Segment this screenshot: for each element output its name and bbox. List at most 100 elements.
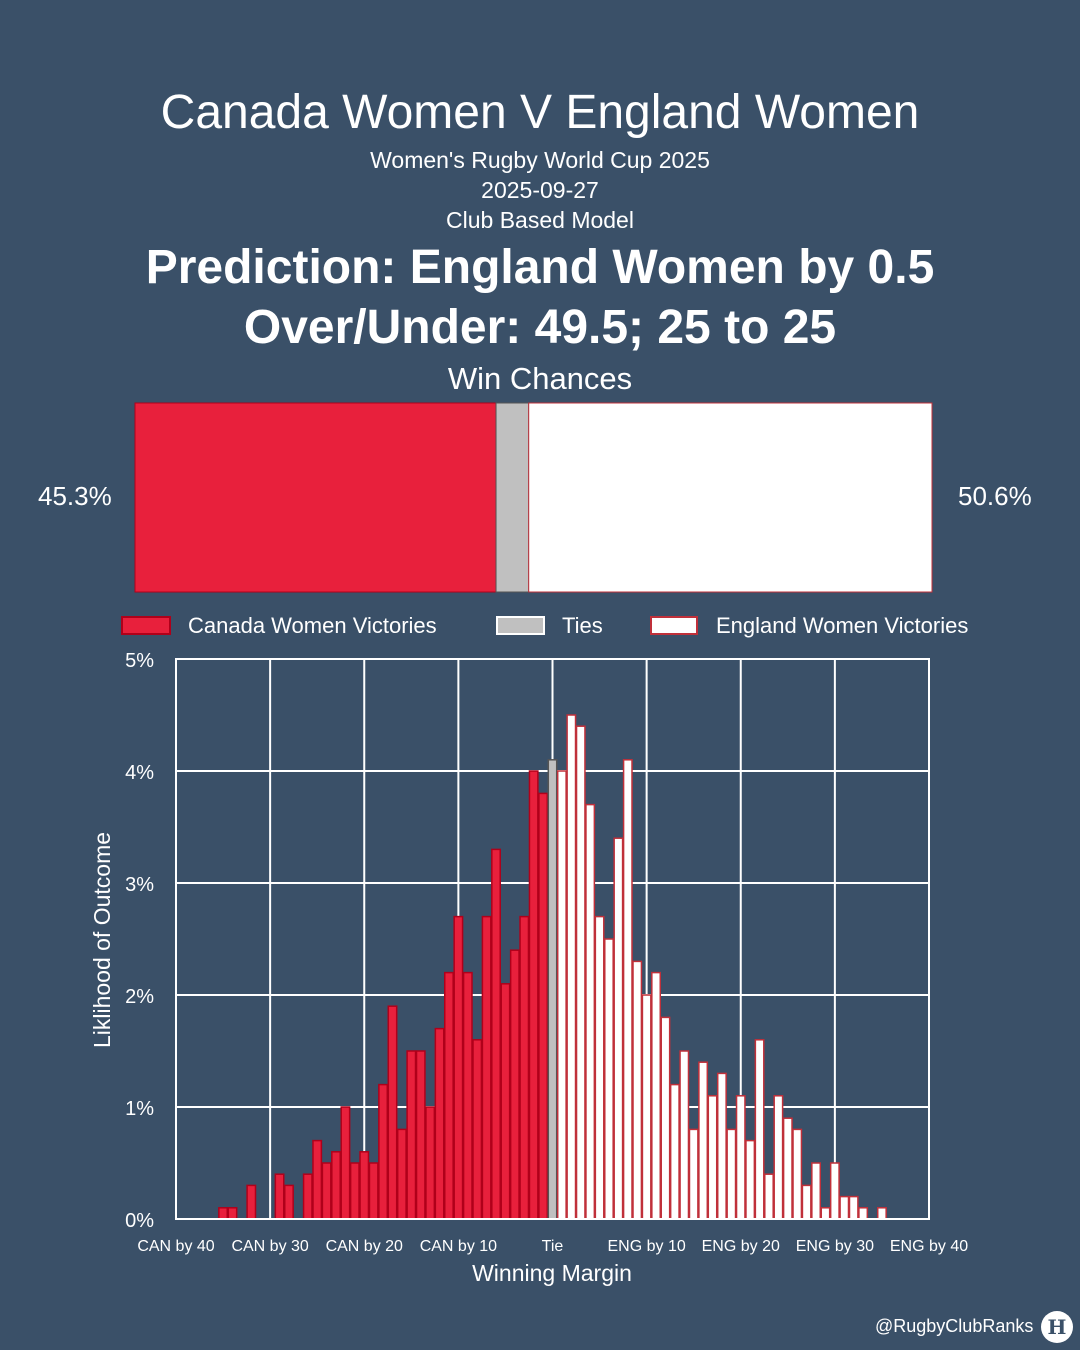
bar-england (622, 759, 633, 1220)
x-tick-label: ENG by 20 (702, 1238, 780, 1255)
bar-canada (528, 770, 539, 1220)
plot-frame (175, 658, 930, 1220)
bar-canada (462, 971, 473, 1220)
bar-canada (283, 1184, 294, 1220)
bar-canada (340, 1106, 351, 1220)
bar-england (829, 1162, 840, 1220)
bar-canada (227, 1207, 238, 1220)
legend-swatch-ties (496, 616, 545, 635)
y-axis-label: Liklihood of Outcome (89, 832, 115, 1048)
bar-canada (302, 1173, 313, 1220)
x-tick-label: CAN by 20 (326, 1238, 403, 1255)
bar-canada (472, 1039, 483, 1220)
y-tick-label: 0% (125, 1210, 154, 1232)
bar-canada (491, 848, 501, 1220)
bar-england (632, 960, 643, 1220)
model-name: Club Based Model (446, 207, 634, 233)
x-tick-label: ENG by 30 (796, 1238, 874, 1255)
x-tick-label: Tie (542, 1238, 564, 1255)
legend-label-canada: Canada Women Victories (188, 613, 437, 638)
england-win-percentage: 50.6% (958, 481, 1032, 511)
bar-england (745, 1139, 756, 1220)
margin-histogram: Canada Women Victories Ties England Wome… (89, 613, 968, 1286)
bar-england (688, 1128, 699, 1220)
bar-england (792, 1128, 803, 1220)
bar-england (556, 770, 567, 1220)
bar-canada (246, 1184, 257, 1220)
x-axis-label: Winning Margin (472, 1260, 632, 1286)
bar-england (669, 1083, 680, 1220)
x-tick-label: CAN by 40 (137, 1238, 214, 1255)
rugby-posts-logo-icon: H (1041, 1311, 1073, 1343)
y-tick-label: 1% (125, 1098, 154, 1120)
legend-label-ties: Ties (562, 613, 603, 638)
win-chances-title: Win Chances (447, 361, 633, 396)
bar-england (613, 837, 624, 1220)
x-tick-label: CAN by 10 (420, 1238, 497, 1255)
bar-canada (312, 1139, 323, 1220)
win-bar-canada-segment (134, 402, 497, 593)
bar-england (585, 803, 596, 1220)
prediction-headline: Prediction: England Women by 0.5 (145, 241, 935, 294)
legend-swatch-canada (121, 616, 171, 635)
bar-england (679, 1050, 690, 1220)
bar-canada (331, 1151, 341, 1220)
bar-canada (519, 915, 530, 1220)
bar-england (641, 994, 652, 1220)
bar-england (820, 1207, 831, 1220)
bar-england (575, 725, 586, 1220)
legend: Canada Women Victories Ties England Wome… (121, 613, 968, 638)
bar-england (594, 915, 605, 1220)
x-tick-label: CAN by 30 (231, 1238, 308, 1255)
x-tick-label: ENG by 40 (890, 1238, 968, 1255)
bar-canada (406, 1050, 417, 1220)
y-tick-label: 2% (125, 986, 154, 1008)
bar-england (811, 1162, 822, 1220)
bar-canada (538, 792, 549, 1220)
x-tick-label: ENG by 10 (607, 1238, 685, 1255)
bar-canada (378, 1083, 389, 1220)
bar-canada (321, 1162, 332, 1220)
competition-subtitle: Women's Rugby World Cup 2025 (370, 147, 710, 173)
bar-england (764, 1173, 774, 1220)
bar-england (848, 1195, 859, 1220)
bar-canada (274, 1173, 285, 1220)
match-date: 2025-09-27 (481, 177, 599, 203)
y-tick-label: 3% (125, 874, 154, 896)
bar-england (858, 1207, 869, 1220)
bar-england (566, 714, 577, 1220)
win-bar-england-segment (528, 402, 933, 593)
bar-england (839, 1195, 850, 1220)
bar-england (716, 1072, 727, 1220)
canada-win-percentage: 45.3% (38, 481, 112, 511)
bar-england (754, 1039, 765, 1220)
bar-canada (396, 1128, 407, 1220)
bar-canada (218, 1207, 229, 1220)
y-tick-label: 4% (125, 762, 154, 784)
bar-canada (349, 1162, 360, 1220)
bar-canada (359, 1151, 370, 1220)
bar-england (773, 1095, 784, 1220)
legend-swatch-england (650, 616, 698, 635)
bar-canada (425, 1106, 436, 1220)
bar-england (735, 1095, 746, 1220)
bar-canada (509, 949, 520, 1220)
win-chance-bar (134, 402, 933, 593)
bar-canada (453, 915, 464, 1220)
chart-axes: 0% 1% 2% 3% 4% 5% CAN by 40 CAN by 30 CAN by 20 C… (125, 650, 968, 1255)
bar-england (726, 1128, 737, 1220)
bar-england (707, 1095, 718, 1220)
bar-canada (368, 1162, 379, 1220)
bar-canada (444, 971, 454, 1220)
legend-label-england: England Women Victories (716, 613, 968, 638)
bar-england (801, 1184, 812, 1220)
bar-england (698, 1061, 709, 1220)
chart-bars (218, 714, 887, 1220)
bar-england (604, 938, 614, 1220)
bar-canada (387, 1005, 398, 1220)
bar-england (660, 1016, 671, 1220)
page-title: Canada Women V England Women (160, 86, 920, 139)
bar-tie (547, 759, 558, 1220)
bar-canada (415, 1050, 426, 1220)
bar-england (876, 1207, 887, 1220)
